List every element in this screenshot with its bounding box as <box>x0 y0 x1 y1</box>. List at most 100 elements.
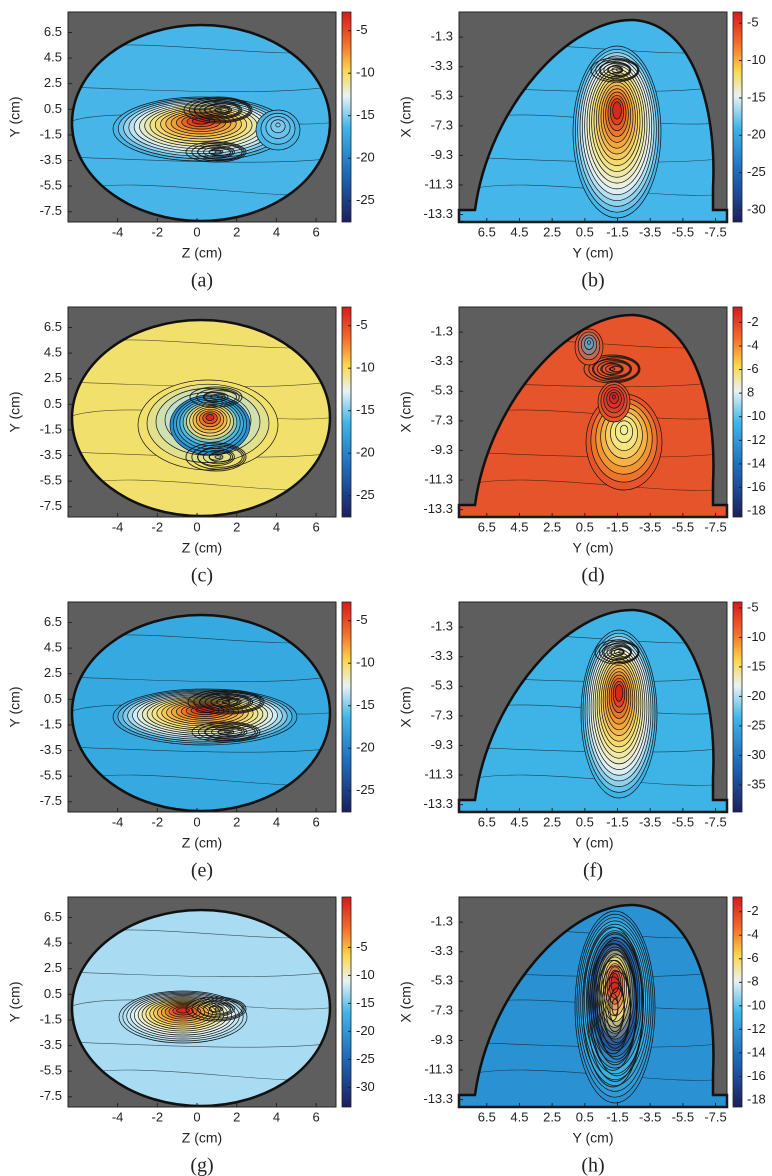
contour-line <box>214 106 230 114</box>
contour-line <box>275 122 281 128</box>
contours <box>459 328 727 491</box>
contour-line <box>593 357 639 381</box>
colorbar-tick-label: -30 <box>356 1079 375 1094</box>
y-tick-label: -3.3 <box>431 943 453 958</box>
colorbar-tick-label: -20 <box>356 445 375 460</box>
colorbar-tick-label: -25 <box>356 1051 375 1066</box>
colorbar-tick-label: -15 <box>747 658 766 673</box>
x-tick-label: -3.5 <box>639 519 661 534</box>
y-tick-label: -7.3 <box>431 1002 453 1017</box>
colorbar-tick-label: 8 <box>747 385 754 400</box>
colorbar <box>732 896 743 1108</box>
y-tick-label: -9.3 <box>431 147 453 162</box>
y-tick-label: -7.5 <box>40 203 62 218</box>
x-tick-label: 2 <box>233 1109 240 1124</box>
x-axis-label: Z (cm) <box>182 245 222 261</box>
contour-line <box>611 66 623 74</box>
contours <box>459 910 727 1104</box>
contour-line <box>72 1041 330 1048</box>
colorbar-tick-label: -4 <box>747 337 759 352</box>
x-tick-label: 4.5 <box>510 1109 528 1124</box>
y-tick-label: -1.5 <box>40 421 62 436</box>
y-axis-label: X (cm) <box>398 391 414 432</box>
x-tick-label: -5.5 <box>672 814 694 829</box>
y-tick-label: 6.5 <box>44 319 62 334</box>
contour-line <box>188 97 252 123</box>
y-tick-label: -5.3 <box>431 678 453 693</box>
region-border <box>457 608 729 814</box>
panel: 6.5 4.5 2.5 0.5 -1.5 -3.5 -5.5 -7.5 -1.3 -3.3 -5.3… <box>398 306 766 587</box>
caption: (g) <box>190 1155 213 1176</box>
contour-line <box>608 367 616 371</box>
x-tick-label: -7.5 <box>704 814 726 829</box>
contour-line <box>595 58 639 82</box>
contour-line <box>209 105 231 115</box>
contour-line <box>183 96 253 124</box>
x-tick-label: 4 <box>273 224 280 239</box>
colorbar-tick-label: -10 <box>747 408 766 423</box>
contour-line <box>197 447 235 467</box>
contours <box>72 44 330 196</box>
region-border <box>457 313 729 519</box>
contour-line <box>609 365 623 373</box>
plot-frame <box>67 11 337 223</box>
contour-line <box>197 1001 235 1017</box>
x-axis-label: Z (cm) <box>182 835 222 851</box>
contour-line <box>203 391 229 403</box>
x-tick-label: 6 <box>313 814 320 829</box>
colorbar-tick-label: -20 <box>356 150 375 165</box>
colorbar-tick-label: -5 <box>356 612 368 627</box>
x-tick-label: 6.5 <box>478 814 496 829</box>
contour-line <box>588 355 640 383</box>
x-tick-label: 6.5 <box>478 519 496 534</box>
x-tick-label: 2.5 <box>543 224 561 239</box>
x-tick-label: -7.5 <box>704 224 726 239</box>
x-tick-label: 6 <box>313 224 320 239</box>
colorbar-tick-label: -20 <box>356 1023 375 1038</box>
contour-line <box>208 453 224 461</box>
region-border <box>70 908 332 1108</box>
colorbar-tick-label: -20 <box>747 127 766 142</box>
contour-line <box>619 424 629 436</box>
contour-line <box>191 998 245 1020</box>
contour-line <box>603 642 639 662</box>
colorbar-tick-label: -16 <box>747 1068 766 1083</box>
x-tick-label: 0 <box>193 224 200 239</box>
contour-line <box>185 996 247 1022</box>
contour-line <box>191 444 245 470</box>
y-tick-label: 0.5 <box>44 986 62 1001</box>
caption: (h) <box>581 1155 604 1176</box>
colorbar <box>341 11 352 223</box>
x-tick-label: 0.5 <box>576 224 594 239</box>
colorbar-tick-label: -25 <box>356 782 375 797</box>
contour-line <box>590 937 644 1077</box>
contour-line <box>191 721 261 743</box>
contour-line <box>210 393 226 401</box>
x-tick-label: 4 <box>273 1109 280 1124</box>
colorbar-tick-label: -20 <box>356 740 375 755</box>
region-border <box>70 613 332 813</box>
colorbar-tick-label: -5 <box>747 599 759 614</box>
contour-line <box>609 987 625 1027</box>
x-tick-label: -5.5 <box>672 224 694 239</box>
contour-line <box>614 684 624 702</box>
y-tick-label: 6.5 <box>44 24 62 39</box>
x-axis-label: Y (cm) <box>573 245 614 261</box>
y-tick-label: -5.3 <box>431 973 453 988</box>
contour-line <box>600 362 624 376</box>
colorbar-tick-label: -16 <box>747 479 766 494</box>
colorbar-tick-label: -30 <box>747 201 766 216</box>
y-tick-label: 2.5 <box>44 665 62 680</box>
colorbar <box>732 306 743 518</box>
contour-line <box>208 149 224 155</box>
contour-line <box>618 650 624 654</box>
contour-line <box>72 970 330 977</box>
x-tick-label: -4 <box>112 224 124 239</box>
x-tick-label: -4 <box>112 519 124 534</box>
x-tick-label: -4 <box>112 1109 124 1124</box>
x-tick-label: -5.5 <box>672 519 694 534</box>
contour-line <box>72 156 330 163</box>
panel: -4 -2 0 2 4 66.54.52.50.5-1.5-3.5-5.5-7.5Z (c… <box>7 306 375 587</box>
x-tick-label: -3.5 <box>639 1109 661 1124</box>
